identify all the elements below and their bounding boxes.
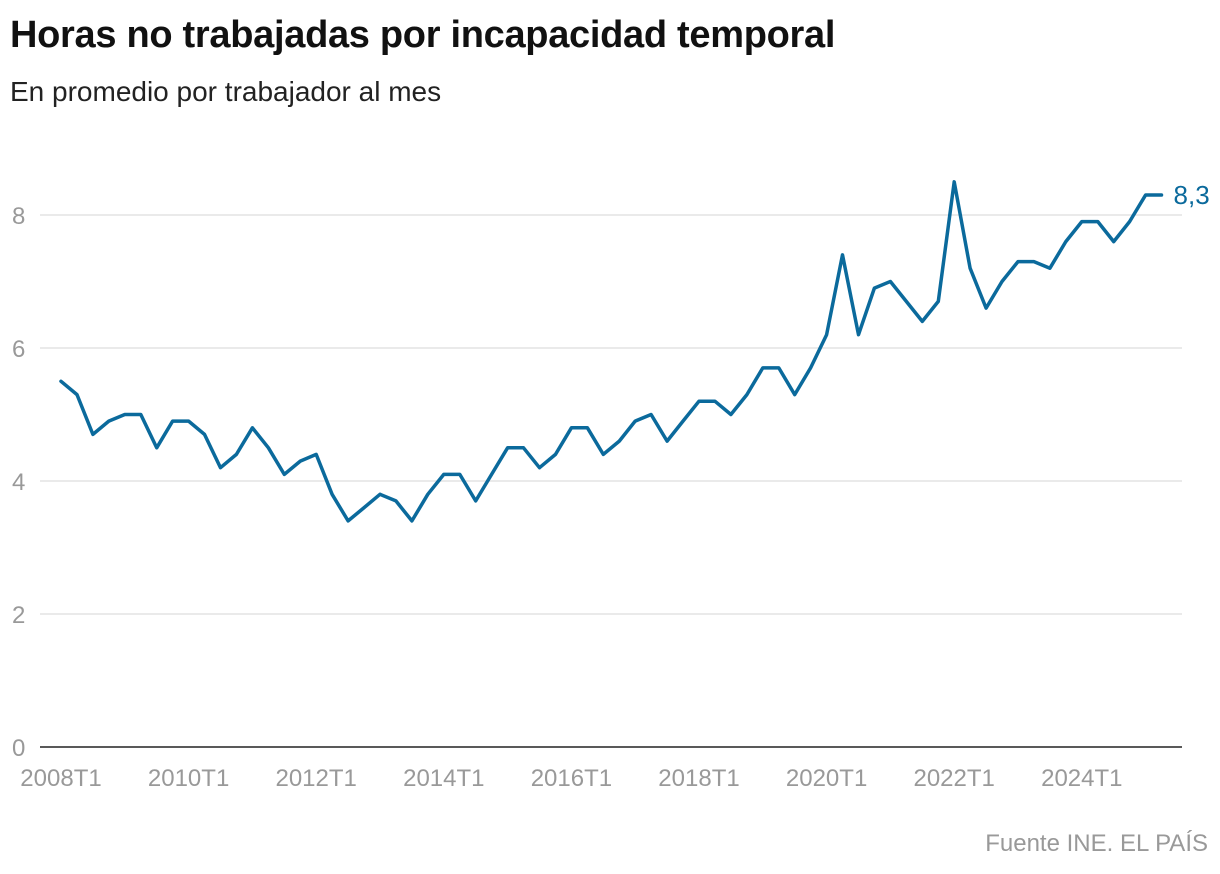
end-value-label: 8,3 <box>1174 180 1210 210</box>
y-tick-label: 0 <box>12 735 25 762</box>
x-tick-label: 2010T1 <box>148 765 229 792</box>
x-tick-label: 2016T1 <box>531 765 612 792</box>
source-note: Fuente INE. EL PAÍS <box>985 830 1208 857</box>
x-tick-label: 2024T1 <box>1041 765 1122 792</box>
x-tick-label: 2008T1 <box>20 765 101 792</box>
y-tick-label: 4 <box>12 469 25 496</box>
x-tick-label: 2018T1 <box>658 765 739 792</box>
x-tick-label: 2012T1 <box>275 765 356 792</box>
series-line <box>59 180 1164 523</box>
chart-title: Horas no trabajadas por incapacidad temp… <box>10 14 836 56</box>
x-tick-label: 2014T1 <box>403 765 484 792</box>
y-tick-label: 8 <box>12 203 25 230</box>
y-tick-label: 6 <box>12 336 25 363</box>
y-tick-label: 2 <box>12 602 25 629</box>
x-tick-label: 2022T1 <box>913 765 994 792</box>
x-tick-label: 2020T1 <box>786 765 867 792</box>
chart-subtitle: En promedio por trabajador al mes <box>10 76 442 107</box>
